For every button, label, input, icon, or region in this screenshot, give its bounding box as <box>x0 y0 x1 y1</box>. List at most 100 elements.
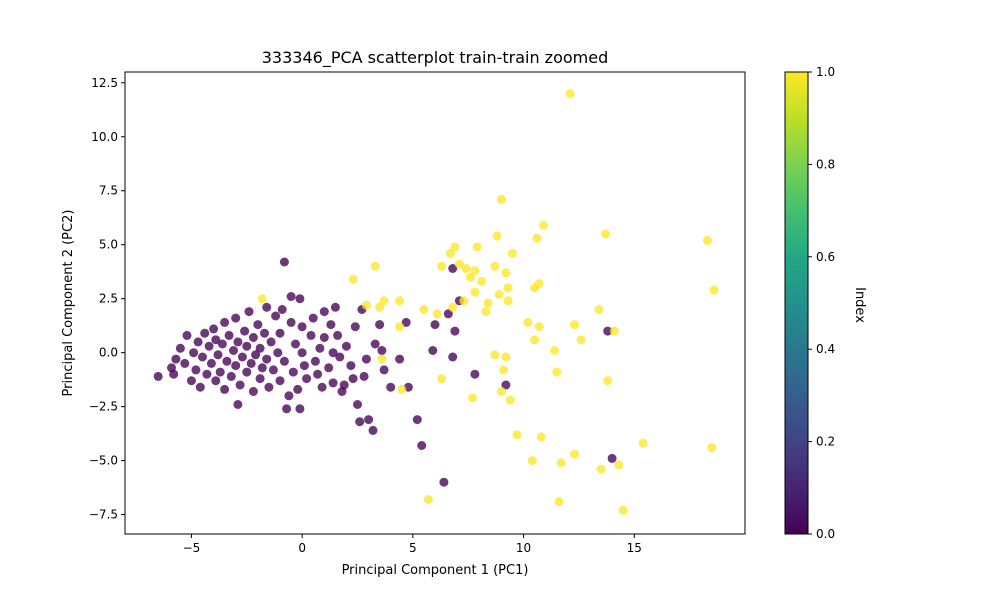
data-point-index-1 <box>596 464 606 474</box>
x-tick-label: 0 <box>298 541 306 555</box>
data-point-index-0 <box>235 380 245 390</box>
y-tick-label: −7.5 <box>89 508 118 522</box>
data-point-index-0 <box>339 380 349 390</box>
data-point-index-1 <box>503 296 513 306</box>
data-point-index-0 <box>310 356 320 366</box>
data-point-index-1 <box>397 384 407 394</box>
data-point-index-0 <box>171 354 181 364</box>
data-point-index-0 <box>279 356 289 366</box>
x-tick-label: 10 <box>516 541 531 555</box>
data-point-index-1 <box>505 395 515 405</box>
data-point-index-0 <box>333 330 343 340</box>
data-point-index-1 <box>472 242 482 252</box>
data-point-index-0 <box>439 477 449 487</box>
data-point-index-0 <box>306 330 316 340</box>
data-point-index-1 <box>539 220 548 230</box>
data-point-index-0 <box>317 382 327 392</box>
data-point-index-0 <box>186 376 196 386</box>
data-point-index-1 <box>707 443 717 453</box>
data-point-index-0 <box>195 382 205 392</box>
data-point-index-1 <box>483 298 493 308</box>
data-point-index-0 <box>268 365 278 375</box>
data-point-index-1 <box>603 376 613 386</box>
data-point-index-1 <box>501 352 511 362</box>
data-point-index-0 <box>346 361 356 371</box>
data-point-index-0 <box>395 354 405 364</box>
data-point-index-0 <box>242 367 252 377</box>
y-tick-label: −2.5 <box>89 400 118 414</box>
data-point-index-0 <box>233 337 243 347</box>
data-point-index-0 <box>266 337 276 347</box>
data-point-index-1 <box>523 317 533 327</box>
data-point-index-0 <box>275 328 285 338</box>
data-point-index-1 <box>492 231 502 241</box>
data-point-index-0 <box>257 363 267 373</box>
data-point-index-1 <box>437 261 447 271</box>
data-point-index-0 <box>282 404 292 414</box>
data-point-index-0 <box>262 354 272 364</box>
data-point-index-1 <box>550 346 560 355</box>
data-point-index-1 <box>536 432 546 442</box>
data-point-index-0 <box>379 365 389 375</box>
data-point-index-1 <box>395 322 405 332</box>
data-point-index-1 <box>499 365 509 375</box>
data-point-index-1 <box>534 322 544 332</box>
data-point-index-1 <box>432 309 442 319</box>
data-point-index-1 <box>501 268 511 278</box>
data-point-index-0 <box>175 343 185 353</box>
data-point-index-0 <box>448 264 458 273</box>
data-point-index-0 <box>297 348 307 358</box>
data-point-index-0 <box>220 317 230 327</box>
plot-frame <box>124 71 746 535</box>
data-point-index-0 <box>370 339 380 349</box>
y-tick-label: 10.0 <box>91 130 118 144</box>
data-point-index-0 <box>169 369 179 379</box>
data-point-index-1 <box>465 272 475 282</box>
data-point-index-1 <box>534 279 544 289</box>
data-point-index-0 <box>607 453 617 463</box>
colorbar-tick-label: 0.8 <box>816 157 835 171</box>
y-axis: −7.5 −5.0 −2.5 0.0 2.5 5.0 7.5 10.0 12.5 <box>89 76 125 522</box>
data-point-index-0 <box>200 328 210 338</box>
data-point-index-0 <box>353 400 362 409</box>
data-point-index-0 <box>377 346 387 355</box>
data-point-index-0 <box>251 350 261 360</box>
data-point-index-1 <box>576 335 586 345</box>
data-point-index-1 <box>481 307 491 317</box>
data-point-index-1 <box>377 354 387 364</box>
colorbar-label: Index <box>852 287 867 323</box>
data-point-index-0 <box>213 350 223 360</box>
data-point-index-0 <box>231 313 241 323</box>
data-point-index-0 <box>293 384 303 394</box>
data-point-index-1 <box>552 367 562 377</box>
data-point-index-0 <box>470 369 480 379</box>
data-point-index-1 <box>594 305 604 314</box>
y-tick-label: 5.0 <box>99 238 118 252</box>
data-point-index-0 <box>206 358 216 368</box>
data-point-index-1 <box>361 300 371 310</box>
data-point-index-0 <box>328 378 338 388</box>
data-point-index-1 <box>709 285 719 295</box>
data-point-index-1 <box>490 261 500 271</box>
data-point-index-0 <box>180 358 190 368</box>
data-point-index-0 <box>319 333 329 342</box>
data-point-index-0 <box>348 374 358 384</box>
data-point-index-0 <box>295 294 305 304</box>
data-point-index-0 <box>386 382 396 392</box>
data-point-index-1 <box>570 449 579 459</box>
colorbar-tick-label: 0.6 <box>816 250 835 264</box>
y-tick-label: 0.0 <box>99 346 118 360</box>
data-point-index-0 <box>299 361 309 371</box>
y-tick-label: 7.5 <box>99 184 118 198</box>
data-point-index-1 <box>503 283 513 293</box>
data-point-index-0 <box>291 339 300 349</box>
data-point-index-0 <box>273 348 283 358</box>
data-point-index-0 <box>335 352 345 362</box>
data-point-index-0 <box>603 326 613 336</box>
data-point-index-0 <box>244 307 254 317</box>
data-point-index-0 <box>209 324 219 334</box>
data-point-index-0 <box>262 302 272 312</box>
data-point-index-0 <box>428 346 438 355</box>
data-point-index-1 <box>375 302 385 312</box>
data-point-index-0 <box>211 376 221 386</box>
